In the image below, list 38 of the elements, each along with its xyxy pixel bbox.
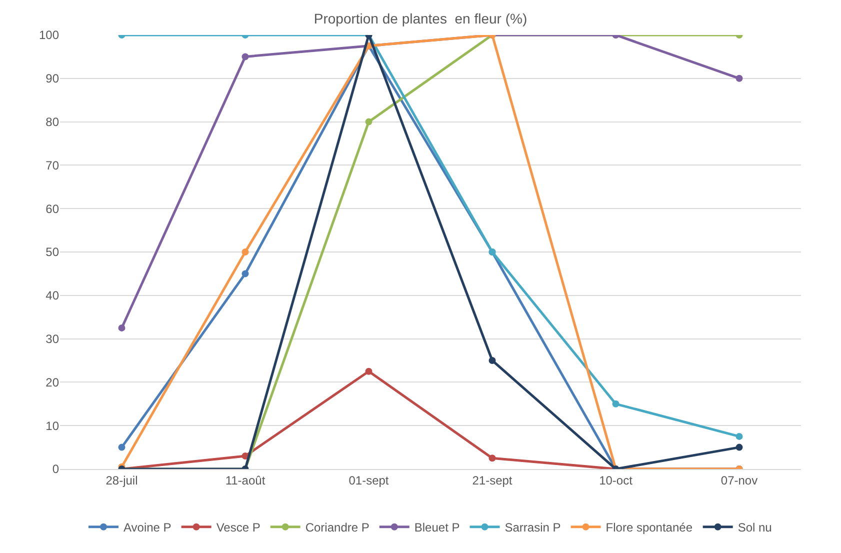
point xyxy=(736,444,743,451)
y-tick-label: 30 xyxy=(46,332,60,346)
y-tick-label: 100 xyxy=(38,28,60,42)
y-tick-label: 20 xyxy=(46,375,60,390)
point xyxy=(736,74,743,82)
point xyxy=(736,432,743,440)
point xyxy=(242,53,249,60)
y-tick-label: 40 xyxy=(46,288,60,303)
y-tick-label: 0 xyxy=(52,462,60,476)
point xyxy=(365,118,372,126)
point xyxy=(612,400,620,408)
point xyxy=(488,357,496,364)
point xyxy=(488,454,496,462)
x-tick-label: 10-oct xyxy=(599,473,634,488)
chart-title: Proportion de plantes en fleur (%) xyxy=(314,10,528,27)
point xyxy=(118,324,126,332)
point xyxy=(242,270,249,278)
x-tick-label: 28-juil xyxy=(106,473,138,488)
legend-label: Avoine P xyxy=(124,520,172,535)
y-tick-label: 80 xyxy=(46,115,60,129)
legend-label: Coriandre P xyxy=(305,520,370,535)
y-tick-label: 60 xyxy=(46,202,60,216)
y-tick-label: 10 xyxy=(46,418,60,433)
legend-label: Vesce P xyxy=(216,520,260,535)
x-tick-label: 11-août xyxy=(225,473,266,488)
x-tick-label: 21-sept xyxy=(472,473,513,488)
y-tick-label: 50 xyxy=(46,245,60,260)
legend-label: Sol nu xyxy=(738,520,772,535)
y-tick-label: 70 xyxy=(46,158,60,172)
legend-label: Flore spontanée xyxy=(606,520,693,535)
y-tick-label: 90 xyxy=(46,72,60,86)
point xyxy=(365,368,372,375)
legend-label: Bleuet P xyxy=(414,520,460,535)
point xyxy=(242,248,249,256)
x-tick-label: 01-sept xyxy=(348,473,390,488)
point xyxy=(118,444,126,451)
x-tick-label: 07-nov xyxy=(720,473,758,488)
legend-label: Sarrasin P xyxy=(504,520,561,535)
